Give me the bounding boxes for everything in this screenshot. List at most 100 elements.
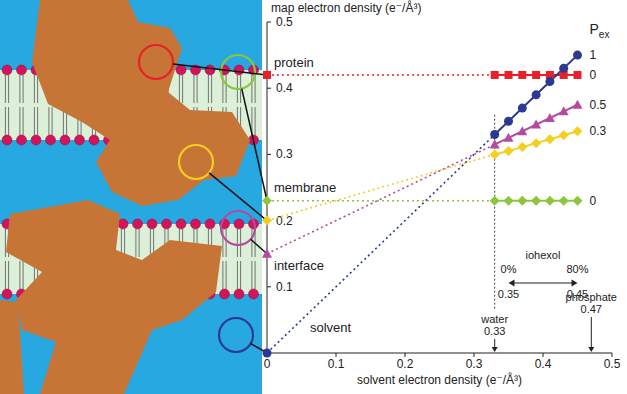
probe-circle [139, 45, 173, 79]
x-axis-line [267, 353, 612, 354]
series-name: protein [274, 55, 314, 70]
series-name: interface [274, 258, 324, 273]
marker-triangle [531, 120, 541, 129]
lipid-head [17, 65, 27, 75]
iohexol-start: 0% [501, 263, 517, 275]
lipid-tail [255, 75, 256, 103]
lipid-head [133, 219, 143, 229]
x-tick-label: 0.1 [328, 357, 345, 371]
y-tick-label: 0.2 [276, 214, 293, 228]
lipid-head [234, 289, 244, 299]
label-patch [275, 280, 294, 294]
lipid-head [205, 219, 215, 229]
marker-circle [573, 51, 582, 60]
lipid-tail [226, 75, 227, 103]
probe-circle [179, 145, 213, 179]
pex-title: Pex [590, 21, 610, 40]
marker-diamond [262, 216, 272, 226]
lipid-tail [135, 229, 136, 257]
marker-diamond [262, 196, 272, 206]
extrapolation-line [267, 144, 495, 253]
pex-title-sub: ex [599, 29, 610, 40]
lipid-head [2, 65, 12, 75]
lipid-tail [226, 261, 227, 289]
iohexol-end: 80% [566, 263, 588, 275]
marker-triangle [490, 139, 500, 148]
marker-square [505, 71, 513, 79]
protein-blob [6, 200, 222, 394]
lipid-tail [197, 75, 198, 103]
pex-value: 0.5 [590, 98, 607, 112]
lipid-head [75, 135, 85, 145]
lipid-tail [8, 75, 9, 103]
lipid-tail [182, 75, 183, 103]
density-marker: phosphate0.47 [566, 291, 617, 352]
extrapolation-line [267, 200, 495, 202]
x-tick-label: 0 [264, 357, 271, 371]
iohexol-arrow [513, 282, 574, 283]
lipid-tail [255, 107, 256, 135]
lipid-tail [237, 261, 238, 289]
lipid-head [147, 219, 157, 229]
pex-value: 0 [590, 194, 597, 208]
marker-arrowhead [588, 347, 594, 352]
lipid-tail [251, 229, 252, 257]
lipid-tail [19, 107, 20, 135]
lipid-head [31, 135, 41, 145]
marker-circle [559, 64, 568, 73]
series-line [495, 55, 578, 134]
series-name: solvent [310, 320, 352, 335]
series-markers [262, 100, 583, 258]
label-patch [275, 147, 294, 161]
connector-line [173, 64, 267, 75]
lipid-head [46, 135, 56, 145]
connector-line [209, 173, 267, 221]
marker-arrow [591, 317, 592, 348]
marker-diamond [517, 142, 527, 152]
y-axis-title: map electron density (e⁻/Å³) [271, 0, 421, 15]
marker-diamond [490, 196, 500, 206]
x-tick-label: 0.5 [604, 357, 621, 371]
protein-blob [32, 0, 250, 206]
marker-circle [532, 90, 541, 99]
lipid-tail [19, 75, 20, 103]
lipid-tail [222, 261, 223, 289]
y-tick [267, 154, 271, 155]
marker-diamond [517, 196, 527, 206]
iohexol-label: iohexol [526, 249, 561, 261]
lipid-head [234, 65, 244, 75]
arrowhead [572, 280, 578, 287]
marker-diamond [545, 134, 555, 144]
lipid-tail [226, 229, 227, 257]
lipid-tail [5, 229, 6, 257]
series-markers [262, 196, 583, 206]
marker-value: 0.33 [484, 325, 505, 337]
marker-diamond [490, 149, 500, 159]
extrapolation-line [267, 135, 495, 353]
lipid-tail [237, 229, 238, 257]
series-name: membrane [274, 180, 336, 195]
y-tick-label: 0.1 [276, 280, 293, 294]
marker-label: water [480, 313, 508, 325]
marker-circle [518, 104, 527, 113]
connector-line [251, 239, 267, 253]
marker-square [263, 71, 271, 79]
iohexol-range-end: 0.45 [567, 288, 588, 300]
lipid-tail [193, 75, 194, 103]
marker-triangle [262, 249, 272, 258]
lipid-tail [34, 75, 35, 103]
label-patch [275, 214, 294, 228]
lipid-tail [8, 261, 9, 289]
lipid-head [205, 65, 215, 75]
marker-square [532, 71, 540, 79]
marker-diamond [545, 196, 555, 206]
marker-circle [504, 117, 513, 126]
marker-triangle [517, 126, 527, 135]
marker-circle [545, 77, 554, 86]
marker-diamond [559, 196, 569, 206]
lipid-tail [124, 229, 125, 257]
lipid-tail [5, 75, 6, 103]
lipid-tail [23, 75, 24, 103]
lipid-tail [179, 75, 180, 103]
label-patch [275, 81, 294, 95]
